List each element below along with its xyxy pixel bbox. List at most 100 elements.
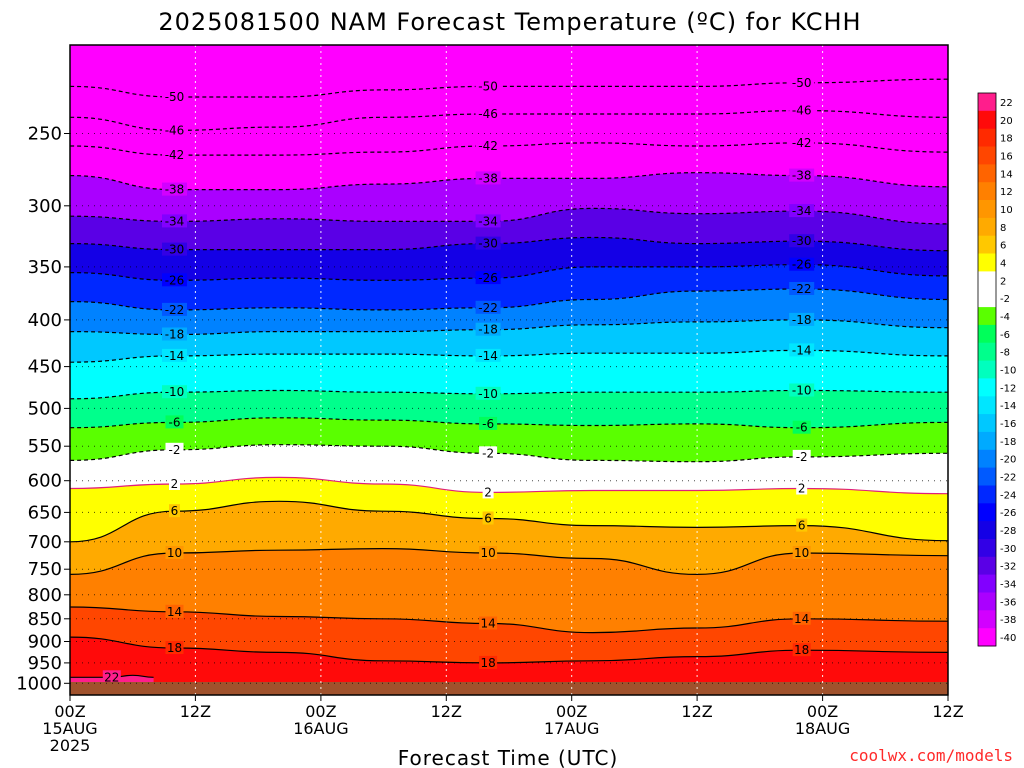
isotherm-label-bg (475, 300, 501, 314)
colorbar-swatch (978, 414, 996, 433)
colorbar-label: -6 (1000, 330, 1010, 341)
isotherm-label-bg (792, 643, 811, 657)
colorbar-swatch (978, 307, 996, 326)
isotherm-label-bg (789, 383, 815, 397)
isotherm-label: 6 (798, 519, 806, 533)
isotherm-label: -34 (792, 204, 812, 218)
isotherm-label-bg (479, 655, 498, 669)
isotherm--30 (70, 236, 948, 252)
y-tick-label: 350 (28, 257, 62, 278)
isotherm-label-bg (162, 385, 187, 399)
colorbar-swatch (978, 110, 996, 130)
colorbar-swatch (978, 164, 996, 183)
isotherm-label: 6 (171, 504, 179, 518)
colorbar-label: -34 (1000, 580, 1016, 591)
colorbar-label: -2 (1000, 294, 1010, 305)
x-tick-label: 00Z (807, 702, 838, 721)
isotherm-label: -38 (165, 183, 185, 197)
isotherm-label-bg (792, 420, 811, 434)
colorbar-label: -24 (1000, 490, 1016, 501)
isotherm-label: -10 (792, 384, 812, 398)
isotherm-label-bg (789, 135, 815, 149)
isotherm-layer: -50 -50 -50 -46 -46 -46 -42 -42 -42 -38 -38 -38 -34 -… (70, 75, 948, 684)
y-tick-label: 700 (28, 532, 62, 553)
colorbar-swatch (978, 200, 996, 219)
isotherm-label-bg (789, 234, 815, 248)
colorbar-label: -22 (1000, 473, 1016, 484)
colorbar-swatch (978, 503, 996, 522)
colorbar-label: 10 (1000, 205, 1013, 216)
isotherm-label-bg (792, 546, 811, 559)
isotherm-label-bg (169, 477, 180, 490)
colorbar-label: 8 (1000, 223, 1006, 234)
colorbar-swatch (978, 628, 996, 647)
isotherm-label-bg (165, 604, 184, 618)
isotherm-label: 22 (104, 670, 119, 684)
isotherm-label-bg (162, 90, 187, 103)
isotherm--22 (70, 288, 948, 311)
isotherm-label: -46 (792, 104, 812, 118)
isotherm-label: -30 (478, 237, 498, 251)
chart-title: 2025081500 NAM Forecast Temperature (ºC)… (158, 8, 861, 36)
isotherm-label-bg (479, 416, 498, 430)
colorbar-label: -10 (1000, 366, 1016, 377)
isotherm-label-bg (475, 171, 501, 185)
isotherm-label: 18 (480, 656, 495, 670)
colorbar-swatch (978, 610, 996, 629)
fill-band-18 (70, 637, 948, 682)
isotherm-label-bg (162, 182, 187, 196)
colorbar-swatch (978, 93, 996, 112)
ground-layer (70, 682, 948, 695)
isotherm-label-bg (479, 546, 498, 559)
colorbar-label: -28 (1000, 526, 1016, 537)
isotherm--2 (70, 444, 948, 463)
y-tick-label: 500 (28, 398, 62, 419)
colorbar-swatch (978, 271, 996, 290)
isotherm-label-bg (162, 327, 187, 341)
colorbar-label: 22 (1000, 98, 1013, 109)
isotherm-label: 10 (167, 546, 182, 560)
y-tick-label: 1000 (16, 673, 62, 694)
y-tick-label: 650 (28, 502, 62, 523)
y-tick-label: 450 (28, 357, 62, 378)
isotherm-label: 18 (167, 641, 182, 655)
isotherm-label: -22 (792, 282, 812, 296)
isotherm-label: -2 (796, 450, 808, 464)
y-tick-label: 300 (28, 196, 62, 217)
isotherm-label-bg (482, 485, 494, 499)
isotherm-label: -10 (478, 387, 498, 401)
isotherm-label: 6 (484, 512, 492, 526)
y-tick-label: 400 (28, 310, 62, 331)
isotherm-label-bg (165, 415, 184, 429)
isotherm-label: 2 (171, 477, 179, 491)
isotherm--34 (70, 207, 948, 225)
x-tick-label: 12Z (932, 702, 963, 721)
isotherm-label-bg (475, 236, 501, 250)
colorbar-swatch (978, 235, 996, 254)
colorbar-swatch (978, 431, 996, 451)
isotherm-label-bg (789, 312, 815, 326)
colorbar-label: -8 (1000, 348, 1010, 359)
isotherm-label-bg (162, 273, 187, 287)
x-tick-label: 15AUG (42, 719, 97, 738)
isotherm-label-bg (479, 616, 498, 630)
isotherm-label-bg (796, 518, 808, 532)
colorbar-swatch (978, 360, 996, 379)
colorbar-frame (977, 92, 997, 647)
pressure-axis: 2503003504004505005506006507007508008509… (16, 124, 70, 694)
isotherm-label: -2 (482, 446, 494, 460)
isotherm-label: 10 (480, 546, 495, 560)
isotherm-label: -50 (478, 79, 498, 93)
isotherm--18 (70, 319, 948, 336)
isotherm-label: -42 (165, 148, 185, 162)
isotherm-label: -26 (165, 273, 185, 287)
isotherm-label-bg (789, 282, 815, 295)
isotherm-label-bg (165, 546, 184, 559)
isotherm-label: -38 (792, 169, 812, 183)
isotherm-label-bg (162, 148, 187, 162)
colorbar-label: 4 (1000, 259, 1006, 270)
isotherm-label: -14 (478, 349, 498, 363)
isotherm--42 (70, 142, 948, 156)
